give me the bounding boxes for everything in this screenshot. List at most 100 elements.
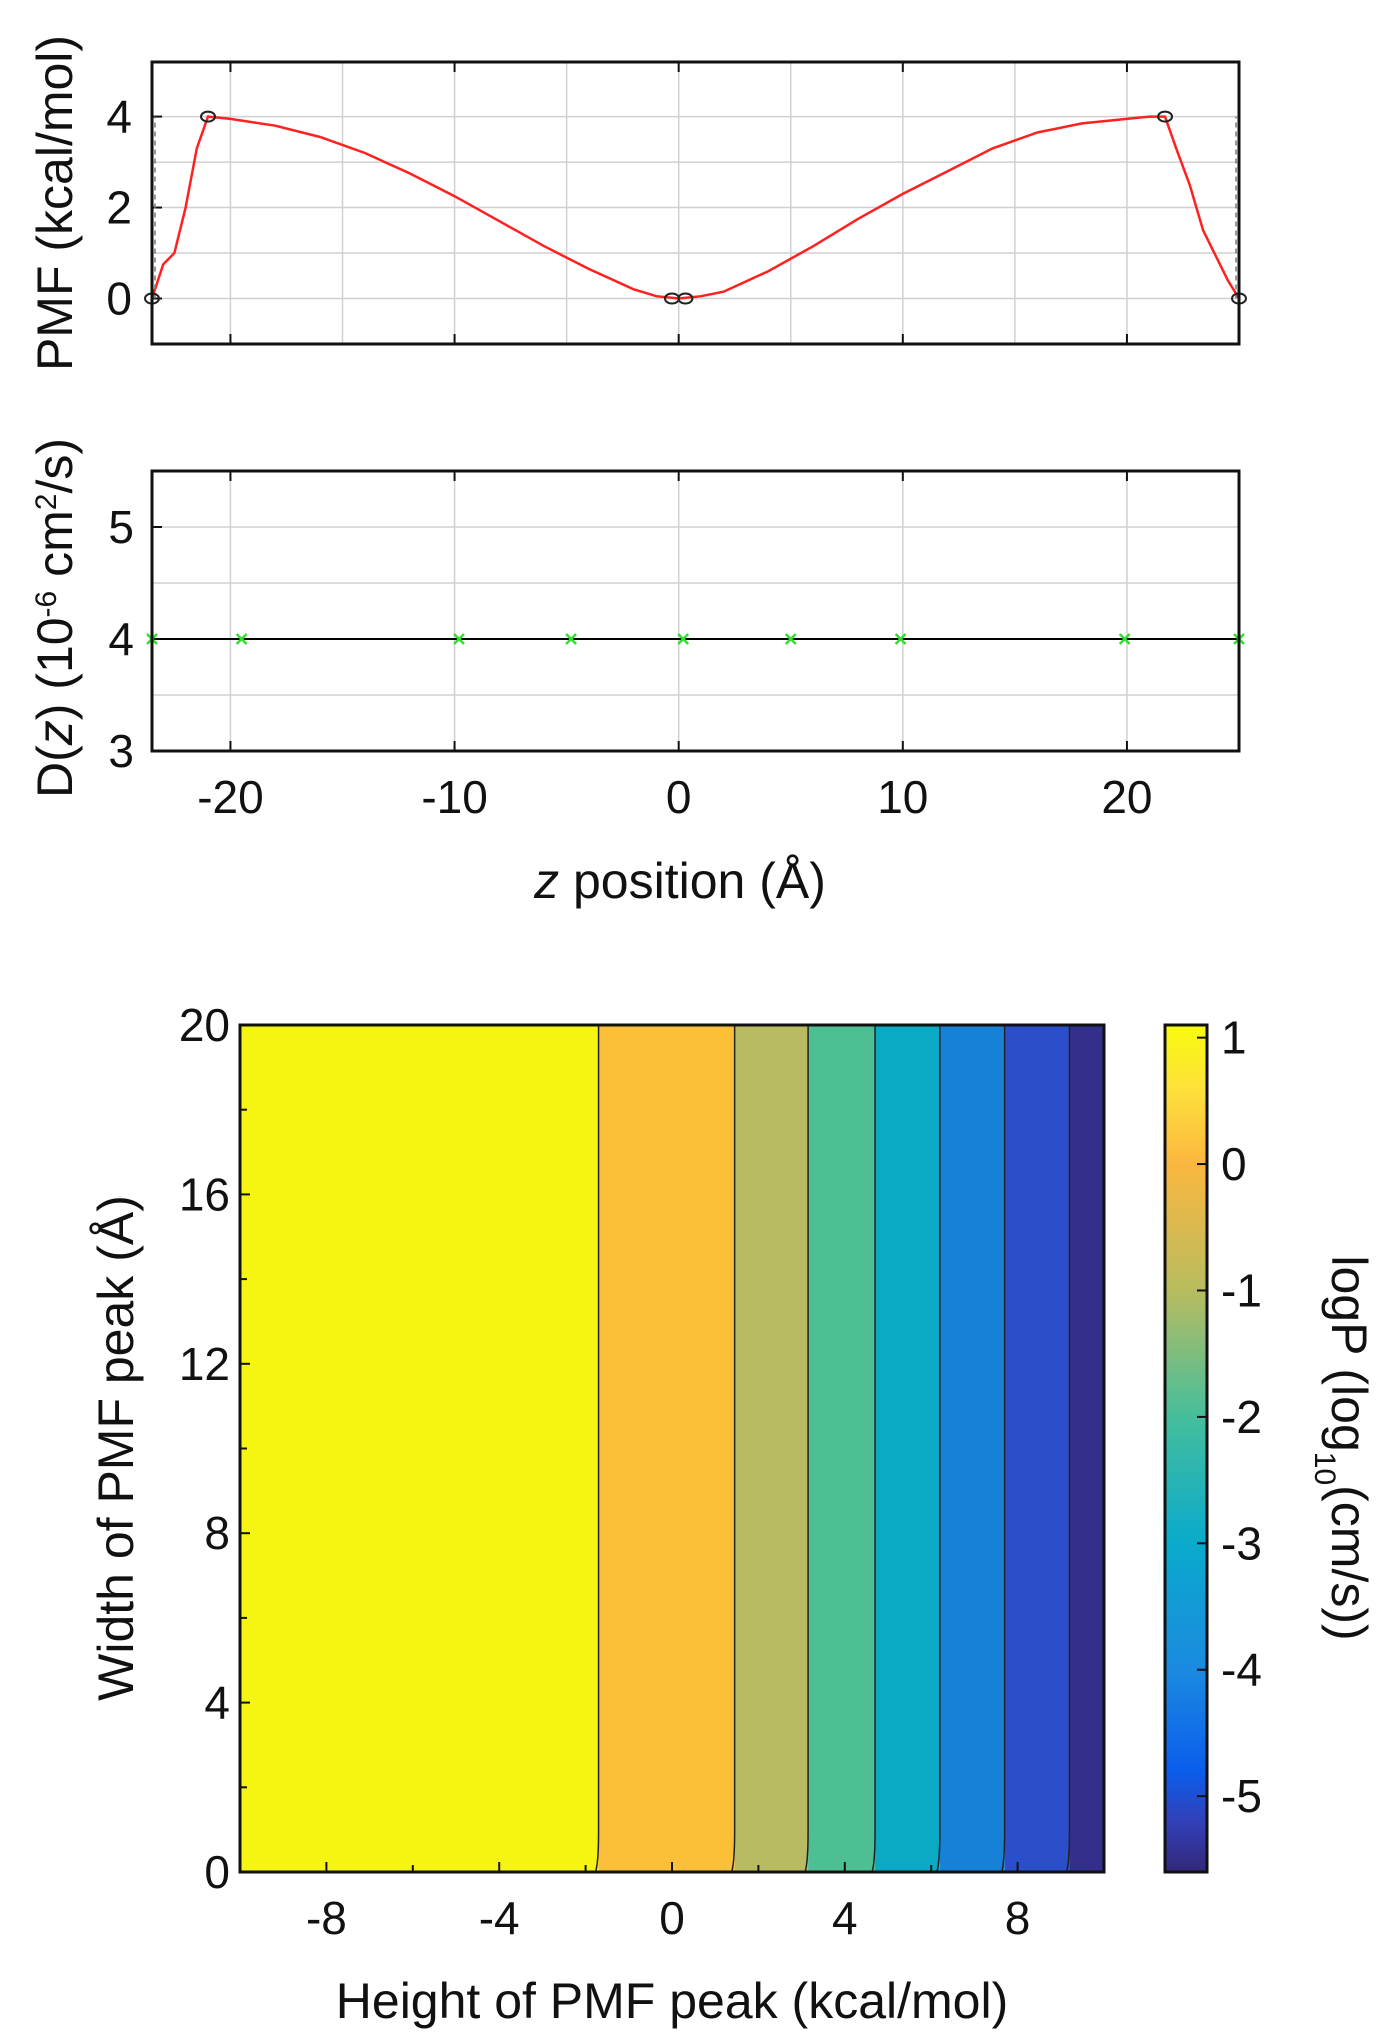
heatmap-band: [808, 1025, 876, 1872]
dz-marker: [453, 633, 465, 645]
dz-marker: [677, 633, 690, 645]
heatmap-plot-frame: [238, 1023, 1106, 1874]
colorbar-frame: [1163, 1023, 1209, 1874]
dz-marker-stroke-b: [894, 633, 907, 645]
heatmap-contour-line: [594, 1025, 600, 1873]
dz-ylabel-sup1: -6: [30, 591, 63, 618]
heatmap-x-tick-label: 4: [832, 1892, 858, 1944]
heatmap-band: [1069, 1025, 1104, 1872]
dz-marker: [235, 633, 248, 645]
dz-marker: [784, 633, 797, 645]
heatmap-band: [939, 1025, 1005, 1872]
dz-xlabel-rest: position (Å): [559, 853, 826, 909]
heatmap-contour-line: [871, 1025, 876, 1873]
colorbar-tick-label: 0: [1221, 1138, 1247, 1190]
heatmap-y-tick-label: 20: [179, 999, 230, 1051]
colorbar-tick-label: -5: [1221, 1770, 1262, 1822]
colorbar: 10-1-2-3-4-5 logP (log10(cm/s)): [1163, 1012, 1378, 1874]
pmf-panel: 0 2 4 PMF (kcal/mol): [27, 35, 1247, 371]
heatmap-y-tick-label: 0: [204, 1846, 230, 1898]
heatmap-band: [875, 1025, 940, 1872]
colorbar-tick-label: -2: [1221, 1391, 1262, 1443]
dz-ylabel-mid2: cm: [27, 510, 83, 591]
heatmap-band: [734, 1025, 809, 1872]
dz-plot-frame: [150, 469, 1241, 753]
pmf-y-axis-label: PMF (kcal/mol): [27, 35, 83, 371]
pmf-marker: [1157, 110, 1174, 123]
heatmap-y-tick-labels: 0 4 8 12 16 20: [179, 999, 230, 1898]
heatmap-contour-lines: [594, 1025, 1071, 1873]
dz-x-tick-labels: -20 -10 0 10 20: [197, 771, 1152, 823]
heatmap-x-tick-label: 8: [1005, 1892, 1031, 1944]
heatmap-band: [1004, 1025, 1070, 1872]
dz-marker-stroke-b: [1118, 633, 1131, 645]
dz-marker: [1118, 633, 1131, 645]
colorbar-label-sub: 10: [1309, 1452, 1342, 1485]
dz-y-tick-label: 3: [108, 725, 134, 777]
dz-marker-stroke-b: [565, 633, 577, 645]
heatmap-x-tick-labels: -8 -4 0 4 8: [306, 1892, 1030, 1944]
heatmap-y-tick-label: 4: [204, 1677, 230, 1729]
heatmap-band: [598, 1025, 735, 1872]
dz-x-tick-label: -20: [197, 771, 263, 823]
colorbar-tick-label: -3: [1221, 1517, 1262, 1569]
dz-x-tick-label: 20: [1101, 771, 1152, 823]
colorbar-gradient: [1165, 1025, 1207, 1872]
dz-x-tick-label: 0: [666, 771, 692, 823]
colorbar-tick-marks: [1197, 1036, 1207, 1798]
pmf-y-tick-label: 4: [106, 91, 132, 143]
pmf-y-tick-labels: 0 2 4: [106, 91, 132, 325]
heatmap-contour-line: [936, 1025, 941, 1873]
dz-ylabel-sup2: 2: [30, 494, 63, 511]
pmf-curve-group: [150, 115, 1241, 300]
dz-x-tick-label: 10: [877, 771, 928, 823]
diffusion-panel: 345 -20 -10 0 10 20 D(z) (10-6 cm2/s) z posi…: [27, 438, 1245, 909]
heatmap-y-tick-label: 12: [179, 1338, 230, 1390]
heatmap-y-tick-label: 8: [204, 1507, 230, 1559]
dz-ylabel-mid: ) (10: [27, 617, 83, 720]
pmf-curve-line: [150, 115, 1241, 300]
heatmap-x-tick-label: 0: [659, 1892, 685, 1944]
dz-marker-stroke-b: [677, 633, 690, 645]
dz-ylabel-post: /s): [27, 438, 83, 494]
pmf-plot-frame: [150, 60, 1241, 346]
heatmap-contour-line: [804, 1025, 809, 1873]
dz-y-tick-label: 5: [108, 501, 134, 553]
colorbar-label: logP (log10(cm/s)): [1309, 1255, 1378, 1640]
dz-y-tick-label: 4: [108, 613, 134, 665]
pmf-y-tick-label: 2: [106, 182, 132, 234]
pmf-marker: [200, 110, 217, 123]
dz-ylabel-italic: z: [27, 720, 83, 746]
dz-marker: [894, 633, 907, 645]
dz-markers: [146, 633, 1245, 645]
heatmap-contour-line: [730, 1025, 736, 1873]
dz-marker: [565, 633, 577, 645]
dz-y-tick-labels: 3 4 5: [108, 501, 134, 777]
heatmap-x-axis-label: Height of PMF peak (kcal/mol): [336, 1973, 1008, 2029]
dz-x-axis-label: z position (Å): [533, 853, 826, 909]
colorbar-tick-label: 1: [1221, 1012, 1247, 1064]
heatmap-bands: [240, 1025, 1104, 1872]
dz-x-tick-label: -10: [421, 771, 487, 823]
colorbar-tick-label: -4: [1221, 1644, 1262, 1696]
heatmap-x-tick-label: -8: [306, 1892, 347, 1944]
pmf-marker: [677, 292, 694, 305]
dz-marker-stroke-b: [453, 633, 465, 645]
pmf-grid: [152, 62, 1240, 344]
colorbar-label-pre: logP (log: [1321, 1255, 1377, 1451]
colorbar-label-post: (cm/s)): [1321, 1485, 1377, 1641]
colorbar-tick-label: -1: [1221, 1264, 1262, 1316]
heatmap-contour-line: [1065, 1025, 1071, 1873]
dz-marker-stroke-b: [235, 633, 248, 645]
pmf-y-tick-label: 0: [106, 273, 132, 325]
heatmap-y-tick-label: 16: [179, 1168, 230, 1220]
heatmap-y-axis-label: Width of PMF peak (Å): [88, 1195, 144, 1701]
heatmap-contour-line: [1000, 1025, 1006, 1873]
dz-ylabel-pre: D(: [27, 745, 83, 798]
dz-xlabel-italic: z: [533, 853, 559, 909]
heatmap-band: [240, 1025, 599, 1872]
dz-grid: [152, 471, 1239, 751]
dz-marker-stroke-b: [784, 633, 797, 645]
